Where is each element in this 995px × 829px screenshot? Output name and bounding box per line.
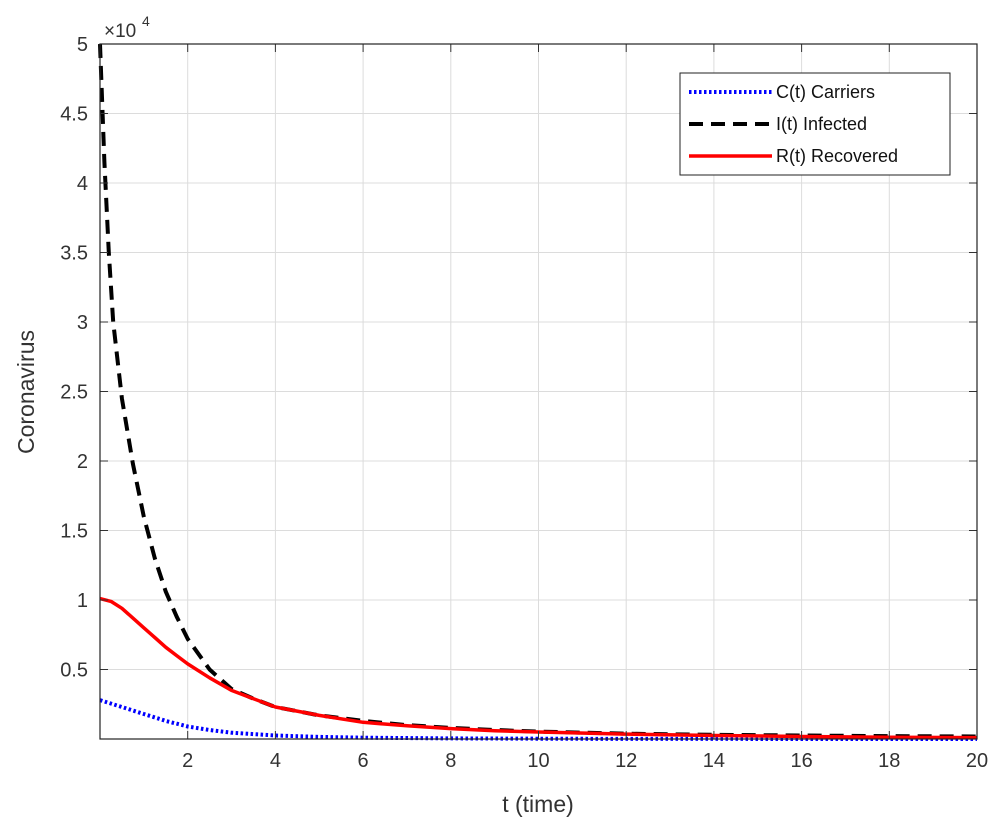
x-tick-label: 14: [703, 750, 725, 772]
x-axis-label: t (time): [502, 791, 574, 817]
y-tick-label: 0.5: [60, 660, 88, 682]
series-line-3: [99, 596, 978, 740]
x-tick-label: 4: [270, 750, 281, 772]
y-axis-label: Coronavirus: [13, 330, 39, 454]
y-axis-exponent: ×10 4: [104, 13, 150, 42]
x-tick-label: 16: [790, 750, 812, 772]
x-tick-label: 6: [358, 750, 369, 772]
series-line-1: [99, 698, 977, 741]
x-tick-label: 8: [445, 750, 456, 772]
y-tick-label: 3.5: [60, 243, 88, 265]
y-exponent-base: ×10: [104, 21, 136, 42]
plot-area: [98, 43, 978, 741]
x-tick-label: 18: [878, 750, 900, 772]
x-tick-label: 20: [966, 750, 988, 772]
y-tick-label: 2.5: [60, 382, 88, 404]
axes-box: [99, 43, 978, 740]
legend: C(t) Carriers I(t) Infected R(t) Recovered: [679, 72, 951, 176]
legend-label-3: R(t) Recovered: [776, 146, 898, 166]
y-tick-label: 5: [77, 34, 88, 56]
y-exponent-power: 4: [142, 13, 150, 29]
x-tick-label: 2: [182, 750, 193, 772]
y-tick-label: 4: [77, 173, 88, 195]
legend-label-1: C(t) Carriers: [776, 82, 875, 102]
axis-ticks: 2 4 6 8 10 12 14 16 18 20 0.5 1 1.5 2 2.5 3 3.5 4 4.5 5: [60, 34, 988, 772]
legend-label-2: I(t) Infected: [776, 114, 867, 134]
y-tick-label: 3: [77, 312, 88, 334]
y-tick-label: 2: [77, 451, 88, 473]
x-tick-label: 10: [527, 750, 549, 772]
x-tick-label: 12: [615, 750, 637, 772]
y-tick-label: 1.5: [60, 521, 88, 543]
y-tick-label: 4.5: [60, 104, 88, 126]
y-tick-label: 1: [77, 590, 88, 612]
